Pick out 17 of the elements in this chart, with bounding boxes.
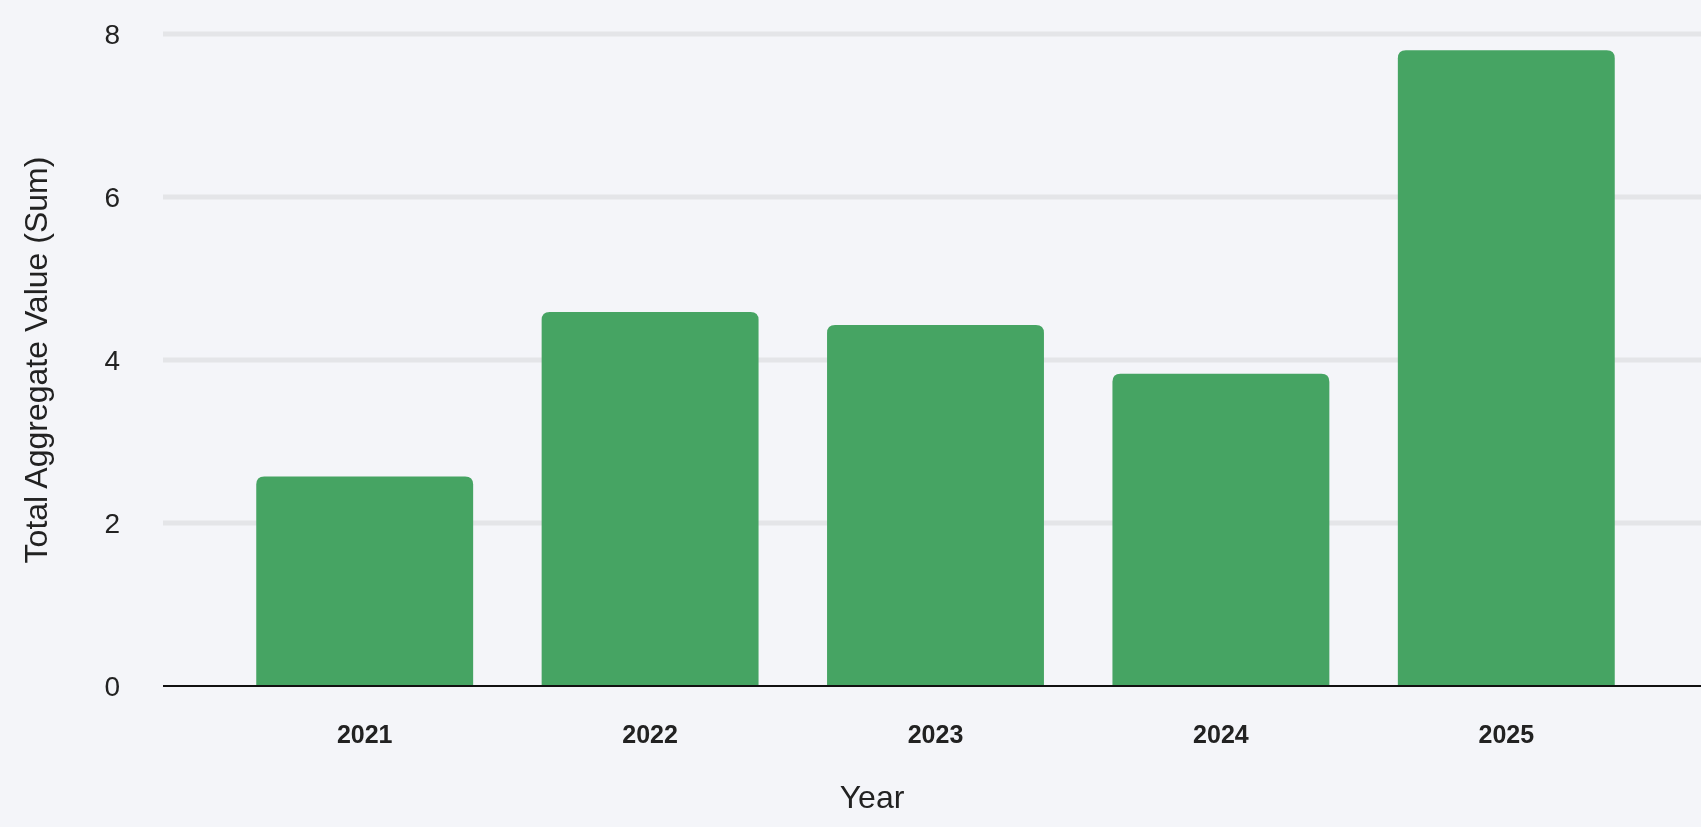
bar	[1397, 50, 1615, 686]
y-tick-label: 2	[104, 507, 120, 539]
y-axis-title: Total Aggregate Value (Sum)	[18, 156, 54, 564]
x-tick-label: 2024	[1193, 720, 1249, 748]
y-tick-label: 0	[104, 670, 120, 702]
bar	[827, 324, 1044, 686]
x-tick-label: 2025	[1478, 720, 1535, 748]
x-axis-title: Year	[839, 779, 905, 815]
bar	[1112, 373, 1330, 686]
x-tick-label: 2021	[336, 720, 393, 748]
x-tick-label: 2023	[907, 720, 964, 748]
y-tick-label: 8	[104, 18, 120, 50]
bar	[541, 311, 759, 686]
x-tick-label: 2022	[622, 720, 678, 748]
bar	[256, 476, 474, 686]
y-tick-label: 4	[104, 344, 120, 376]
y-tick-label: 6	[104, 181, 120, 213]
